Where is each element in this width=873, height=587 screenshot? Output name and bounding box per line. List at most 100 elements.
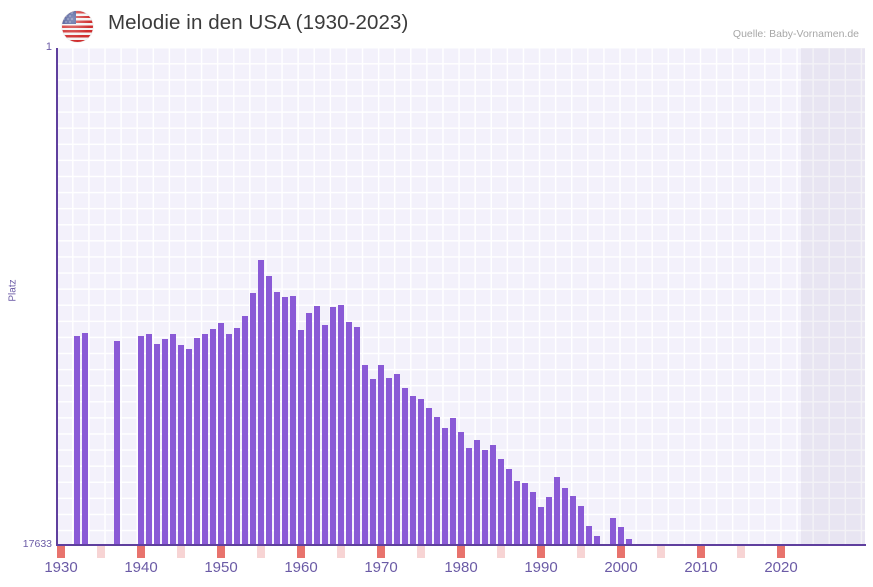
bar-1981[interactable] [465,448,472,545]
bar-1975[interactable] [417,399,424,545]
bar-1996[interactable] [585,526,592,545]
x-axis-label-1960: 1960 [284,559,318,576]
bar-1964[interactable] [329,307,336,545]
us-flag-icon [62,11,93,42]
x-tick-1945 [177,546,185,558]
bar-1988[interactable] [521,483,528,545]
bar-1994[interactable] [569,496,576,545]
bar-1958[interactable] [281,297,288,545]
x-tick-2020 [777,546,785,558]
bar-1977[interactable] [433,417,440,545]
bar-1972[interactable] [393,374,400,545]
flag-canton [62,11,76,24]
bar-1941[interactable] [145,334,152,545]
x-tick-1985 [497,546,505,558]
bar-1932[interactable] [73,336,80,545]
plot-area [57,48,865,545]
bar-1946[interactable] [185,349,192,545]
chart-header: Melodie in den USA (1930-2023) Quelle: B… [0,0,873,48]
bar-1963[interactable] [321,325,328,545]
bar-1937[interactable] [113,341,120,545]
bar-1990[interactable] [537,507,544,545]
bar-1973[interactable] [401,388,408,545]
x-tick-1980 [457,546,465,558]
bar-1957[interactable] [273,292,280,545]
bar-1960[interactable] [297,330,304,545]
bar-1971[interactable] [385,378,392,545]
bar-1953[interactable] [241,316,248,545]
x-tick-1960 [297,546,305,558]
x-axis-label-1980: 1980 [444,559,478,576]
y-axis-tick-top: 1 [45,41,52,53]
bar-1952[interactable] [233,328,240,545]
bar-1940[interactable] [137,336,144,545]
bar-1943[interactable] [161,339,168,545]
bar-1959[interactable] [289,296,296,545]
bar-1984[interactable] [489,445,496,545]
bar-1976[interactable] [425,408,432,545]
x-tick-1965 [337,546,345,558]
bar-1974[interactable] [409,396,416,545]
x-axis-line [56,544,866,546]
bar-1949[interactable] [209,329,216,545]
bar-1980[interactable] [457,432,464,545]
bar-1956[interactable] [265,276,272,545]
y-axis-tick-bottom: 17633 [22,538,52,550]
bar-1950[interactable] [217,323,224,545]
x-tick-1990 [537,546,545,558]
bar-1965[interactable] [337,305,344,545]
bar-1951[interactable] [225,334,232,545]
source-label: Quelle: Baby-Vornamen.de [732,28,859,40]
x-tick-1955 [257,546,265,558]
x-tick-1975 [417,546,425,558]
x-axis-label-2000: 2000 [604,559,638,576]
bar-1997[interactable] [593,536,600,545]
x-tick-1935 [97,546,105,558]
bar-1948[interactable] [201,334,208,545]
bar-1954[interactable] [249,293,256,545]
bar-1995[interactable] [577,506,584,545]
x-tick-1930 [57,546,65,558]
bar-1944[interactable] [169,334,176,545]
bar-1999[interactable] [609,518,616,545]
x-tick-2010 [697,546,705,558]
bar-1942[interactable] [153,344,160,545]
x-tick-1995 [577,546,585,558]
x-tick-1970 [377,546,385,558]
bar-2000[interactable] [617,527,624,545]
bar-1947[interactable] [193,338,200,545]
x-tick-2000 [617,546,625,558]
x-axis-label-2010: 2010 [684,559,718,576]
bar-1961[interactable] [305,313,312,545]
bar-1968[interactable] [361,365,368,545]
bar-1970[interactable] [377,365,384,545]
bar-1962[interactable] [313,306,320,545]
flag-gloss [62,11,93,42]
bar-1966[interactable] [345,322,352,545]
bar-2001[interactable] [625,539,632,545]
bar-1991[interactable] [545,497,552,545]
bar-1955[interactable] [257,260,264,545]
bar-1978[interactable] [441,428,448,545]
bar-1989[interactable] [529,492,536,545]
bar-1983[interactable] [481,450,488,545]
x-tick-1940 [137,546,145,558]
bar-1985[interactable] [497,459,504,545]
bar-1969[interactable] [369,379,376,545]
x-axis-label-1970: 1970 [364,559,398,576]
x-axis-label-2020: 2020 [764,559,798,576]
bar-1987[interactable] [513,481,520,545]
bar-1986[interactable] [505,469,512,545]
page-title: Melodie in den USA (1930-2023) [108,11,409,34]
bar-1992[interactable] [553,477,560,545]
bar-1979[interactable] [449,418,456,545]
bar-1945[interactable] [177,345,184,545]
bar-1982[interactable] [473,440,480,545]
x-axis-label-1990: 1990 [524,559,558,576]
bar-1967[interactable] [353,327,360,545]
x-tick-1950 [217,546,225,558]
y-axis-title: Platz [7,279,19,302]
bar-1993[interactable] [561,488,568,545]
bar-1933[interactable] [81,333,88,545]
